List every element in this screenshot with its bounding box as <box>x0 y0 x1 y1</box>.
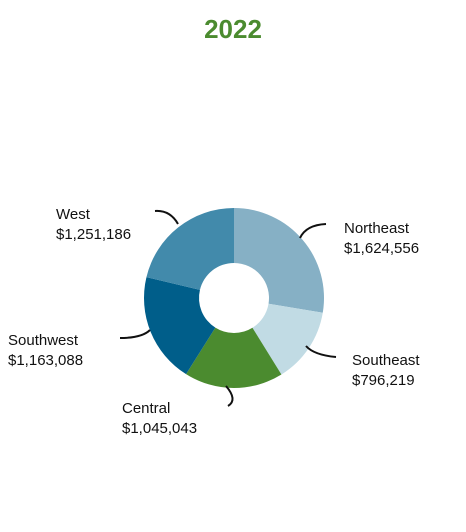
slice-label-southwest: Southwest <box>8 332 79 349</box>
leader-line-west <box>154 209 179 225</box>
slice-southwest <box>144 277 216 375</box>
leader-lines <box>119 209 337 407</box>
leader-line-southwest <box>119 329 151 339</box>
slice-value-northeast: $1,624,556 <box>344 240 419 257</box>
slice-west <box>146 208 234 290</box>
slice-value-west: $1,251,186 <box>56 226 131 243</box>
slice-value-central: $1,045,043 <box>122 420 197 437</box>
slice-label-northeast: Northeast <box>344 220 410 237</box>
slices <box>144 208 324 388</box>
slice-southeast <box>252 303 323 375</box>
slice-label-central: Central <box>122 400 170 417</box>
slice-label-southeast: Southeast <box>352 352 420 369</box>
slice-label-west: West <box>56 206 91 223</box>
leader-line-central <box>225 385 234 407</box>
leader-line-southeast <box>305 345 337 358</box>
slice-value-southwest: $1,163,088 <box>8 352 83 369</box>
slice-labels: Northeast $1,624,556 Southeast $796,219 Cent… <box>8 206 420 437</box>
slice-northeast <box>234 208 324 313</box>
chart-title: 2022 <box>204 14 262 44</box>
leader-line-northeast <box>299 223 327 239</box>
slice-central <box>186 327 282 388</box>
slice-value-southeast: $796,219 <box>352 372 415 389</box>
